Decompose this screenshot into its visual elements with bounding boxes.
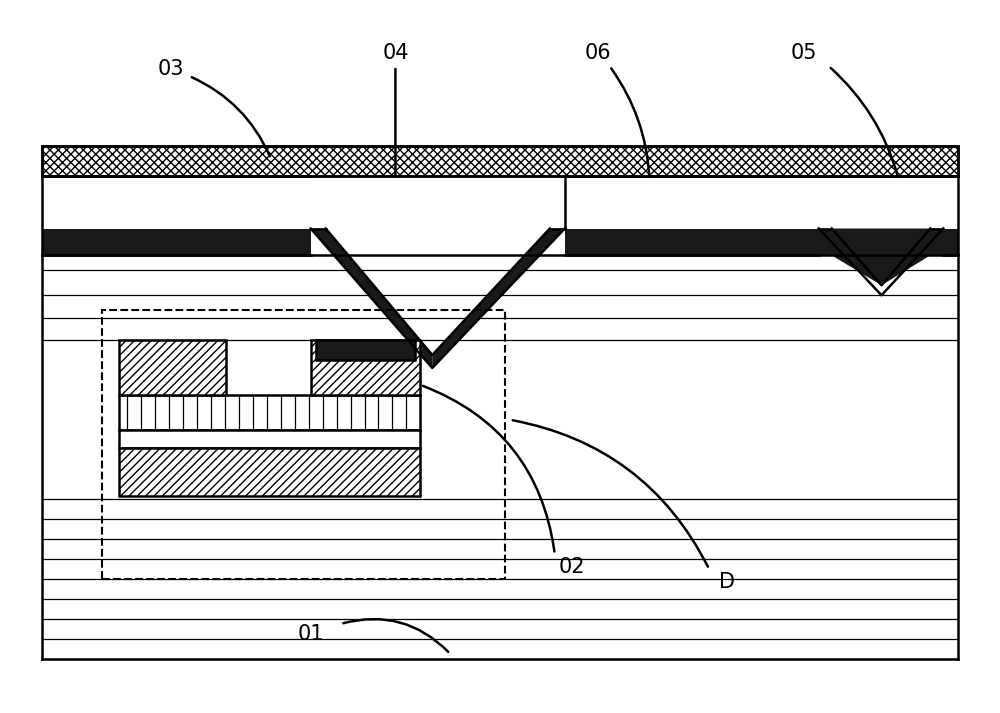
Text: 04: 04 xyxy=(382,43,409,63)
Polygon shape xyxy=(311,228,432,368)
Bar xyxy=(119,340,226,395)
Text: 02: 02 xyxy=(558,557,585,578)
Polygon shape xyxy=(819,175,943,295)
FancyArrowPatch shape xyxy=(192,77,270,156)
Text: 01: 01 xyxy=(297,624,324,644)
Polygon shape xyxy=(311,175,565,368)
Bar xyxy=(316,340,415,360)
Bar xyxy=(119,430,420,448)
Text: 06: 06 xyxy=(584,43,611,63)
Bar xyxy=(119,448,420,496)
Bar xyxy=(102,310,505,579)
FancyArrowPatch shape xyxy=(831,68,898,176)
Bar xyxy=(943,228,958,255)
Bar xyxy=(42,228,311,255)
Text: 03: 03 xyxy=(158,59,185,79)
Bar xyxy=(42,175,311,228)
Polygon shape xyxy=(819,228,943,285)
FancyArrowPatch shape xyxy=(611,68,649,176)
Bar xyxy=(42,255,958,659)
FancyArrowPatch shape xyxy=(343,619,448,652)
Bar xyxy=(42,146,958,175)
Text: D: D xyxy=(719,572,735,592)
Bar xyxy=(943,175,958,228)
Bar xyxy=(565,175,819,228)
Bar xyxy=(311,340,420,395)
FancyArrowPatch shape xyxy=(423,386,554,551)
Bar xyxy=(565,228,819,255)
FancyArrowPatch shape xyxy=(513,420,708,567)
Text: 05: 05 xyxy=(791,43,817,63)
Bar xyxy=(119,395,420,430)
Polygon shape xyxy=(432,228,565,368)
